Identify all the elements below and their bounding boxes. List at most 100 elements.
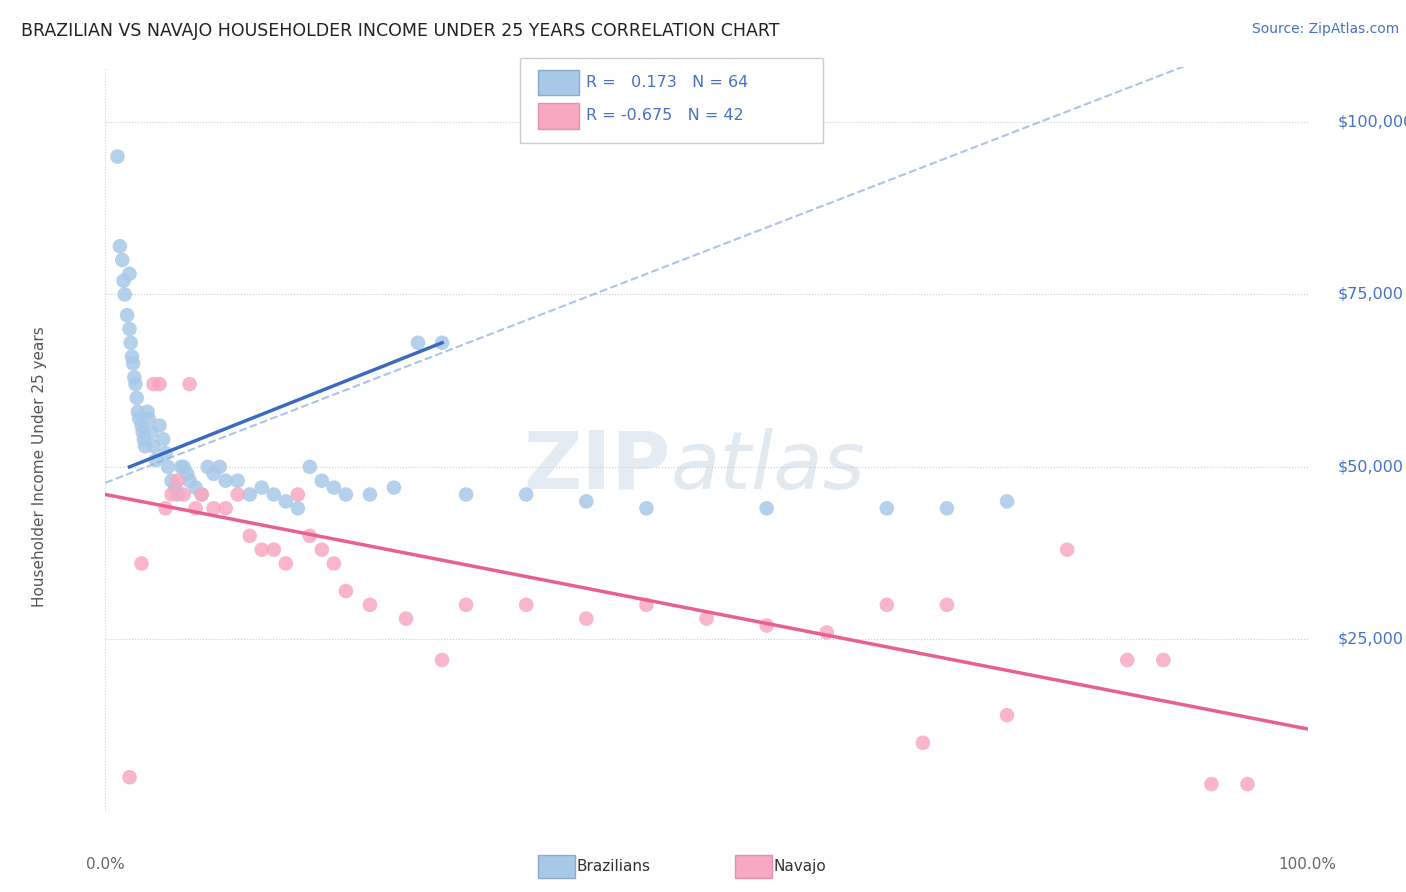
Point	[575, 494, 598, 508]
Text: R =   0.173   N = 64: R = 0.173 N = 64	[586, 75, 748, 89]
Point	[239, 529, 262, 543]
Point	[160, 474, 183, 488]
Point	[179, 377, 201, 392]
Point	[190, 487, 212, 501]
Point	[1201, 777, 1223, 791]
Point	[145, 453, 167, 467]
Point	[696, 612, 718, 626]
Text: $100,000: $100,000	[1337, 114, 1406, 129]
Point	[166, 474, 188, 488]
Point	[127, 405, 149, 419]
Point	[128, 411, 150, 425]
Point	[139, 425, 162, 440]
Point	[155, 501, 177, 516]
Point	[152, 433, 174, 447]
Point	[876, 501, 898, 516]
Point	[138, 411, 160, 425]
Text: Brazilians: Brazilians	[576, 859, 651, 873]
Point	[202, 467, 225, 481]
Point	[173, 459, 195, 474]
Point	[936, 501, 959, 516]
Text: Navajo: Navajo	[773, 859, 827, 873]
Point	[298, 529, 321, 543]
Text: R = -0.675   N = 42: R = -0.675 N = 42	[586, 109, 744, 123]
Point	[876, 598, 898, 612]
Point	[142, 377, 165, 392]
Point	[322, 481, 344, 495]
Text: Source: ZipAtlas.com: Source: ZipAtlas.com	[1251, 22, 1399, 37]
Point	[1152, 653, 1174, 667]
Point	[250, 542, 273, 557]
Point	[755, 501, 778, 516]
Point	[335, 584, 357, 599]
Point	[132, 433, 155, 447]
Point	[134, 439, 156, 453]
Point	[124, 377, 146, 392]
Point	[311, 474, 333, 488]
Point	[1236, 777, 1258, 791]
Point	[142, 439, 165, 453]
Point	[274, 494, 297, 508]
Point	[263, 487, 285, 501]
Text: 100.0%: 100.0%	[1278, 856, 1337, 871]
Point	[173, 487, 195, 501]
Point	[995, 494, 1018, 508]
Point	[197, 459, 219, 474]
Point	[274, 557, 297, 571]
Point	[430, 335, 453, 350]
Point	[298, 459, 321, 474]
Text: $75,000: $75,000	[1337, 287, 1403, 302]
Point	[155, 446, 177, 460]
Point	[165, 481, 187, 495]
Point	[995, 708, 1018, 723]
Point	[132, 425, 155, 440]
Point	[208, 459, 231, 474]
Point	[156, 459, 179, 474]
Point	[382, 481, 405, 495]
Point	[136, 405, 159, 419]
Point	[148, 418, 170, 433]
Point	[179, 474, 201, 488]
Point	[114, 287, 136, 301]
Text: ZIP: ZIP	[523, 428, 671, 506]
Point	[190, 487, 212, 501]
Point	[118, 770, 141, 784]
Point	[311, 542, 333, 557]
Point	[115, 308, 138, 322]
Point	[239, 487, 262, 501]
Point	[1056, 542, 1078, 557]
Point	[395, 612, 418, 626]
Point	[118, 322, 141, 336]
Text: Householder Income Under 25 years: Householder Income Under 25 years	[32, 326, 46, 607]
Point	[108, 239, 131, 253]
Text: atlas: atlas	[671, 428, 865, 506]
Point	[515, 487, 537, 501]
Point	[120, 335, 142, 350]
Point	[112, 274, 135, 288]
Point	[121, 350, 143, 364]
Point	[131, 557, 153, 571]
Point	[250, 481, 273, 495]
Point	[202, 501, 225, 516]
Point	[184, 501, 207, 516]
Point	[755, 618, 778, 632]
Point	[515, 598, 537, 612]
Point	[124, 370, 146, 384]
Point	[335, 487, 357, 501]
Text: BRAZILIAN VS NAVAJO HOUSEHOLDER INCOME UNDER 25 YEARS CORRELATION CHART: BRAZILIAN VS NAVAJO HOUSEHOLDER INCOME U…	[21, 22, 779, 40]
Point	[636, 501, 658, 516]
Text: 0.0%: 0.0%	[86, 856, 125, 871]
Point	[454, 487, 477, 501]
Point	[430, 653, 453, 667]
Point	[287, 501, 309, 516]
Point	[936, 598, 959, 612]
Point	[176, 467, 198, 481]
Point	[118, 267, 141, 281]
Point	[287, 487, 309, 501]
Point	[148, 377, 170, 392]
Point	[359, 487, 381, 501]
Point	[111, 252, 134, 267]
Point	[406, 335, 429, 350]
Point	[322, 557, 344, 571]
Point	[636, 598, 658, 612]
